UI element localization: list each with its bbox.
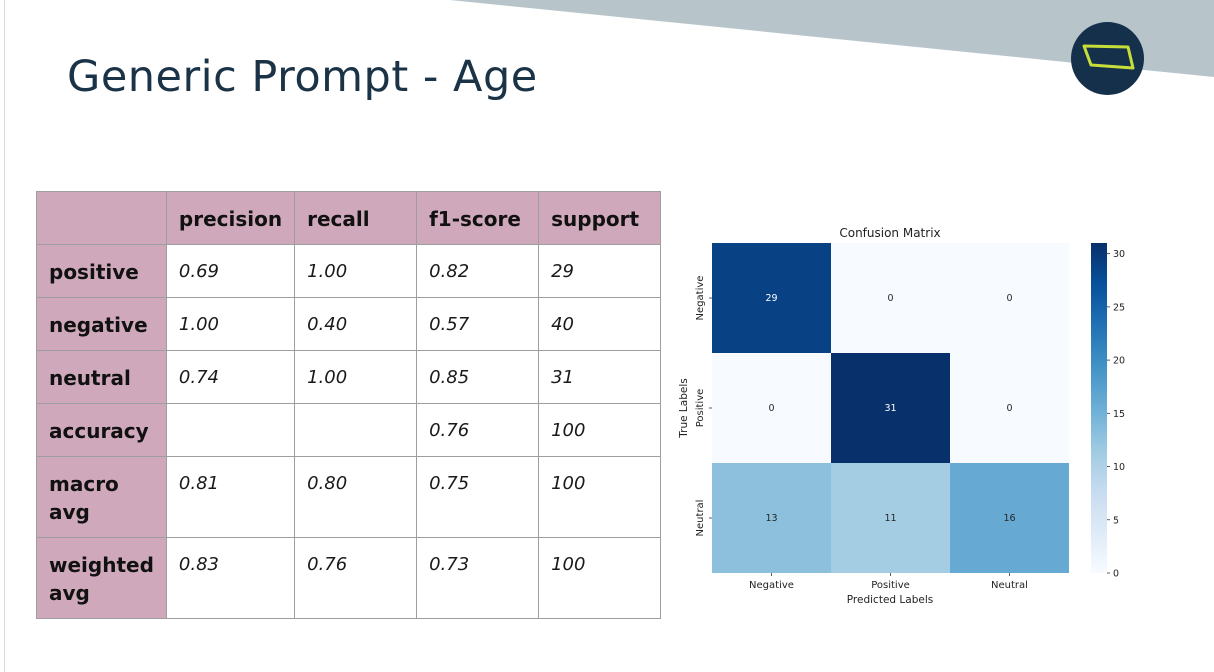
table-cell: 100	[538, 403, 662, 457]
x-tick-label: Neutral	[991, 580, 1028, 591]
table-row: accuracy 0.76 100	[36, 403, 662, 457]
heatmap-cell	[831, 243, 950, 353]
colorbar-tick-label: 0	[1113, 569, 1119, 580]
row-label: negative	[36, 297, 167, 351]
slide-left-rule	[4, 0, 5, 672]
table-cell: 0.81	[165, 456, 296, 538]
heatmap-cell	[712, 353, 831, 463]
table-cell: 0.75	[416, 456, 540, 538]
table-row: macro avg 0.81 0.80 0.75 100	[36, 456, 662, 538]
table-row: weighted avg 0.83 0.76 0.73 100	[36, 537, 662, 619]
colorbar-tick-label: 15	[1113, 409, 1125, 420]
table-header-cell: recall	[294, 191, 418, 245]
table-cell: 0.57	[416, 297, 540, 351]
table-cell: 0.73	[416, 537, 540, 619]
row-label: weighted avg	[36, 537, 167, 619]
heatmap-cell	[712, 463, 831, 573]
table-cell: 40	[538, 297, 662, 351]
y-tick-label: Neutral	[695, 500, 706, 537]
x-axis-label: Predicted Labels	[847, 594, 933, 606]
table-cell: 29	[538, 244, 662, 298]
table-header-cell: support	[538, 191, 662, 245]
heatmap-cell	[950, 463, 1069, 573]
table-header-cell: precision	[165, 191, 296, 245]
parallelogram-logo-icon	[1071, 22, 1144, 95]
colorbar-tick-label: 10	[1113, 462, 1125, 473]
heatmap-cell	[831, 463, 950, 573]
table-cell: 100	[538, 456, 662, 538]
colorbar-tick-label: 5	[1113, 515, 1119, 526]
heatmap-cell	[950, 353, 1069, 463]
heatmap-cell	[712, 243, 831, 353]
y-tick-label: Negative	[695, 276, 706, 321]
table-cell: 0.69	[165, 244, 296, 298]
heatmap-cell	[831, 353, 950, 463]
table-cell: 0.76	[416, 403, 540, 457]
cell-value-label: 0	[768, 403, 774, 414]
table-row: positive 0.69 1.00 0.82 29	[36, 244, 662, 298]
chart-title: Confusion Matrix	[839, 226, 940, 240]
table-cell	[294, 403, 418, 457]
slide-title: Generic Prompt - Age	[67, 52, 538, 102]
table-header-cell: f1-score	[416, 191, 540, 245]
cell-value-label: 13	[765, 513, 777, 524]
cell-value-label: 16	[1003, 513, 1015, 524]
table-cell: 100	[538, 537, 662, 619]
heatmap-cell	[950, 243, 1069, 353]
table-cell: 0.80	[294, 456, 418, 538]
table-cell: 0.76	[294, 537, 418, 619]
cell-value-label: 11	[884, 513, 896, 524]
confusion-matrix-chart: Confusion Matrix 29 0 0 0 31 0 13 11 16 Negative…	[678, 226, 1125, 606]
cell-value-label: 0	[1006, 403, 1012, 414]
x-tick-label: Negative	[749, 580, 794, 591]
table-cell	[165, 403, 296, 457]
colorbar	[1091, 243, 1107, 573]
row-label: neutral	[36, 350, 167, 404]
cell-value-label: 31	[884, 403, 896, 414]
y-tick-label: Positive	[695, 389, 706, 428]
table-cell: 0.40	[294, 297, 418, 351]
table-cell: 1.00	[165, 297, 296, 351]
colorbar-tick-label: 30	[1113, 249, 1125, 260]
cell-value-label: 0	[887, 293, 893, 304]
colorbar-tick-label: 25	[1113, 302, 1125, 313]
y-axis-label: True Labels	[678, 378, 690, 438]
x-tick-label: Positive	[871, 580, 910, 591]
table-cell: 1.00	[294, 244, 418, 298]
table-cell: 0.83	[165, 537, 296, 619]
table-row: negative 1.00 0.40 0.57 40	[36, 297, 662, 351]
cell-value-label: 0	[1006, 293, 1012, 304]
cell-value-label: 29	[765, 293, 777, 304]
table-cell: 0.82	[416, 244, 540, 298]
table-cell: 31	[538, 350, 662, 404]
colorbar-tick-label: 20	[1113, 356, 1125, 367]
table-header-row: precision recall f1-score support	[36, 191, 662, 245]
table-row: neutral 0.74 1.00 0.85 31	[36, 350, 662, 404]
table-cell: 0.74	[165, 350, 296, 404]
table-cell: 1.00	[294, 350, 418, 404]
row-label: accuracy	[36, 403, 167, 457]
table-header-corner	[36, 191, 167, 245]
decorative-banner	[450, 0, 1214, 77]
row-label: macro avg	[36, 456, 167, 538]
row-label: positive	[36, 244, 167, 298]
table-cell: 0.85	[416, 350, 540, 404]
classification-report-table: precision recall f1-score support positi…	[36, 191, 662, 619]
